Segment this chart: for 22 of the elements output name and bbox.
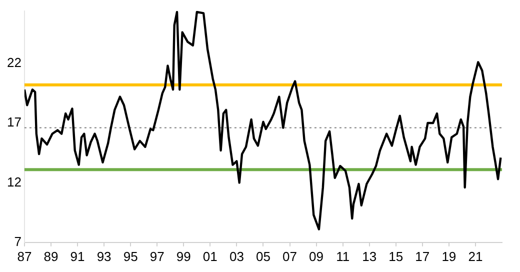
x-tick-label: 99 [176, 248, 191, 264]
x-tick-label: 89 [44, 248, 58, 264]
x-tick-label: 11 [336, 248, 350, 264]
y-tick-label: 12 [6, 174, 22, 190]
x-tick-label: 05 [256, 248, 270, 264]
x-tick-label: 97 [150, 248, 164, 264]
x-tick-label: 17 [415, 248, 430, 264]
x-tick-label: 13 [362, 248, 377, 264]
x-tick-label: 93 [96, 248, 112, 264]
x-tick-label: 87 [17, 248, 32, 264]
x-tick-label: 19 [442, 248, 456, 264]
x-tick-label: 91 [70, 248, 85, 264]
x-tick-label: 03 [229, 248, 244, 264]
x-tick-label: 09 [309, 248, 324, 264]
x-tick-label: 15 [388, 248, 404, 264]
y-tick-label: 22 [6, 54, 22, 70]
x-tick-label: 95 [123, 248, 138, 264]
x-tick-label: 21 [468, 248, 483, 264]
x-tick-label: 01 [202, 248, 218, 264]
x-tick-label: 07 [282, 248, 297, 264]
y-tick-label: 17 [6, 114, 22, 130]
y-tick-label: 7 [14, 234, 22, 249]
